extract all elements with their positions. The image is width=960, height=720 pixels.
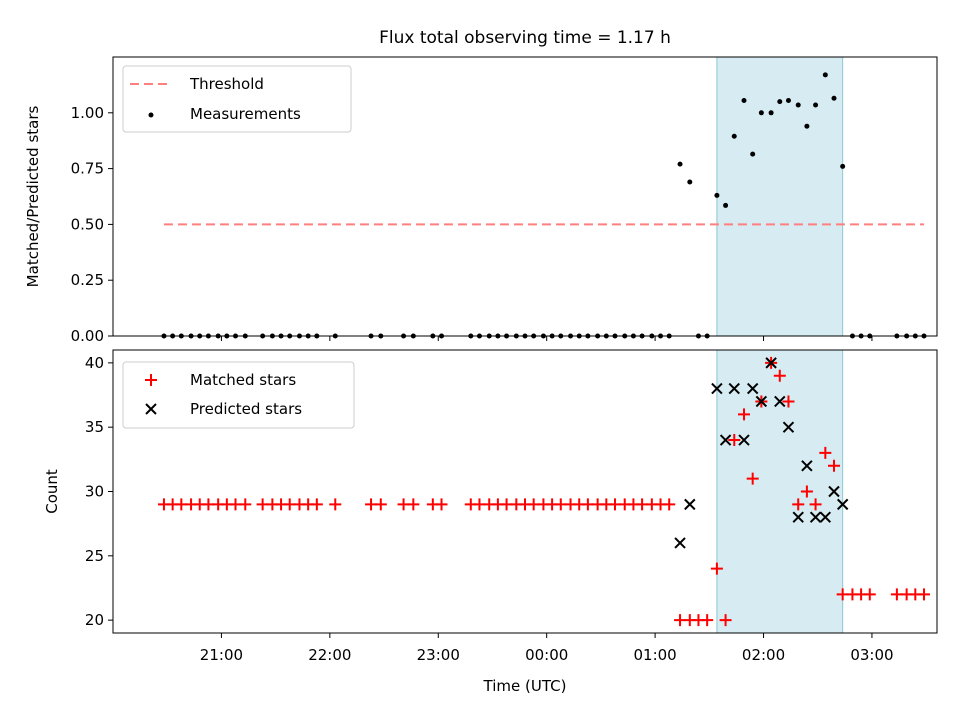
x-tick-label: 22:00 bbox=[308, 646, 351, 664]
matched-stars-point bbox=[710, 562, 723, 575]
measurements-point bbox=[768, 110, 774, 116]
predicted-stars-point bbox=[809, 511, 822, 523]
matched-stars-point bbox=[310, 498, 323, 511]
predicted-stars-point bbox=[728, 382, 740, 395]
measurements-point bbox=[750, 151, 756, 157]
predicted-stars-point bbox=[738, 434, 750, 446]
predicted-stars-point bbox=[782, 421, 795, 433]
matched-stars-point bbox=[329, 498, 342, 511]
top-y-tick-label: 0.75 bbox=[71, 160, 104, 178]
measurements-point bbox=[840, 163, 846, 169]
x-tick-label: 02:00 bbox=[742, 646, 785, 664]
matched-stars-point bbox=[800, 485, 813, 498]
predicted-stars-point bbox=[765, 357, 777, 369]
matched-stars-point bbox=[701, 614, 714, 627]
top-y-axis-label: Matched/Predicted stars bbox=[24, 106, 42, 288]
predicted-stars-point bbox=[719, 434, 732, 446]
chart-title: Flux total observing time = 1.17 h bbox=[379, 28, 671, 48]
bottom-y-tick-label: 20 bbox=[85, 611, 104, 629]
matched-stars-point bbox=[719, 614, 732, 627]
bottom-y-tick-label: 35 bbox=[85, 418, 104, 436]
top-y-tick-label: 1.00 bbox=[71, 104, 104, 122]
measurements-legend-icon bbox=[148, 112, 154, 118]
bottom-points bbox=[157, 356, 930, 627]
matched-stars-point bbox=[863, 588, 876, 601]
matched-stars-point bbox=[828, 459, 840, 472]
bottom-panel: 20 25 30 35 40 21:00 22:00 23:00 00:00 01:00 02:0… bbox=[43, 349, 938, 695]
x-tick-label: 21:00 bbox=[200, 646, 243, 664]
measurements-point bbox=[777, 99, 783, 105]
x-tick-label: 00:00 bbox=[525, 646, 568, 664]
predicted-stars-point bbox=[819, 511, 832, 523]
matched-stars-point bbox=[374, 498, 387, 511]
matched-stars-legend-label: Matched stars bbox=[190, 371, 296, 389]
matched-stars-point bbox=[728, 434, 741, 447]
measurements-point bbox=[785, 98, 791, 104]
bottom-shaded-region bbox=[716, 349, 844, 634]
top-shaded-region bbox=[716, 56, 844, 337]
predicted-stars-point bbox=[801, 460, 813, 472]
x-axis-label: Time (UTC) bbox=[483, 677, 567, 695]
measurements-legend-label: Measurements bbox=[190, 105, 301, 123]
bottom-y-axis: 20 25 30 35 40 bbox=[85, 354, 113, 629]
bottom-y-axis-label: Count bbox=[43, 469, 61, 514]
top-y-tick-label: 0.50 bbox=[71, 215, 104, 233]
top-panel: 0.00 0.25 0.50 0.75 1.00 Matched/Predicted s… bbox=[24, 56, 938, 345]
matched-stars-point bbox=[746, 472, 759, 485]
matched-stars-legend-icon bbox=[145, 374, 157, 386]
measurements-point bbox=[731, 133, 737, 139]
measurements-point bbox=[813, 102, 819, 108]
predicted-stars-point bbox=[684, 498, 696, 511]
measurements-point bbox=[795, 102, 801, 108]
measurements-point bbox=[831, 95, 837, 101]
predicted-stars-point bbox=[755, 395, 768, 408]
x-tick-label: 01:00 bbox=[633, 646, 676, 664]
bottom-y-tick-label: 30 bbox=[85, 483, 104, 501]
measurements-point bbox=[804, 123, 810, 129]
predicted-stars-legend-label: Predicted stars bbox=[190, 400, 302, 418]
threshold-legend-label: Threshold bbox=[189, 75, 264, 93]
top-legend: Threshold Measurements bbox=[122, 65, 352, 133]
predicted-stars-legend-icon bbox=[145, 403, 157, 415]
measurements-point bbox=[714, 192, 720, 198]
top-y-tick-label: 0.00 bbox=[71, 327, 104, 345]
matched-stars-point bbox=[917, 588, 930, 601]
top-y-axis: 0.00 0.25 0.50 0.75 1.00 bbox=[71, 104, 113, 345]
matched-stars-point bbox=[819, 446, 832, 459]
predicted-stars-point bbox=[792, 511, 804, 523]
top-legend-box bbox=[122, 65, 352, 133]
bottom-x-axis: 21:00 22:00 23:00 00:00 01:00 02:00 03:00 bbox=[200, 633, 894, 664]
top-x-axis bbox=[220, 336, 873, 341]
bottom-y-tick-label: 25 bbox=[85, 547, 104, 565]
x-tick-label: 23:00 bbox=[417, 646, 460, 664]
matched-stars-point bbox=[663, 498, 676, 511]
measurements-point bbox=[758, 110, 764, 116]
predicted-stars-point bbox=[674, 537, 686, 549]
top-y-tick-label: 0.25 bbox=[71, 271, 104, 289]
bottom-legend: Matched stars Predicted stars bbox=[122, 361, 355, 429]
measurements-point bbox=[677, 161, 683, 167]
predicted-stars-point bbox=[711, 382, 723, 395]
bottom-y-tick-label: 40 bbox=[85, 354, 104, 372]
bottom-legend-box bbox=[122, 361, 355, 429]
top-plot-frame bbox=[112, 56, 938, 337]
predicted-stars-point bbox=[828, 485, 840, 498]
matched-stars-point bbox=[239, 498, 252, 511]
matched-stars-point bbox=[435, 498, 448, 511]
predicted-stars-point bbox=[836, 498, 849, 511]
matched-stars-point bbox=[792, 498, 805, 511]
matched-stars-point bbox=[809, 498, 822, 511]
matched-stars-point bbox=[407, 498, 420, 511]
matched-stars-point bbox=[782, 395, 795, 408]
measurements-point bbox=[741, 98, 747, 104]
predicted-stars-point bbox=[774, 395, 786, 408]
measurements-point bbox=[822, 72, 828, 78]
matched-stars-point bbox=[738, 408, 751, 421]
matched-stars-point bbox=[773, 369, 786, 382]
x-tick-label: 03:00 bbox=[850, 646, 893, 664]
predicted-stars-point bbox=[746, 382, 759, 395]
measurements-point bbox=[723, 202, 729, 208]
measurements-point bbox=[687, 179, 693, 185]
